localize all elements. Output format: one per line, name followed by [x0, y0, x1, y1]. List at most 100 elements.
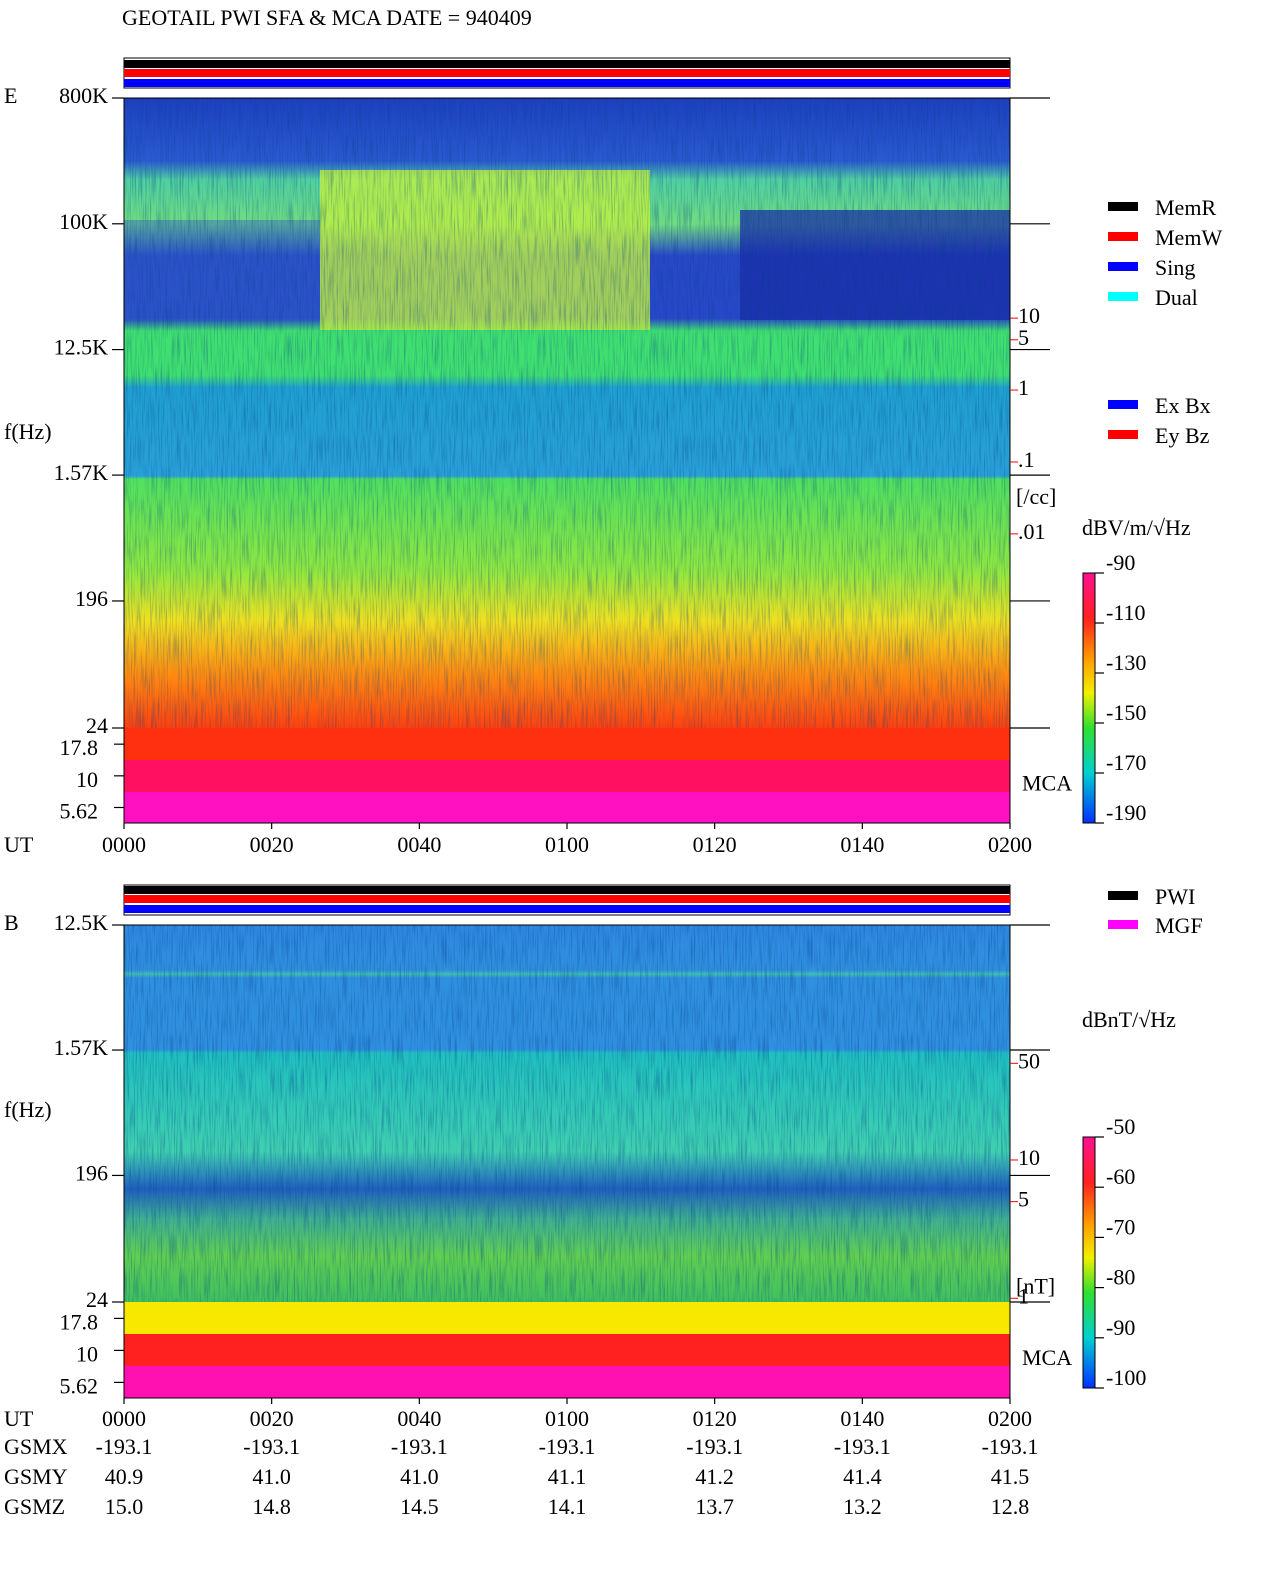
legend-swatch: [1108, 430, 1138, 439]
colorbar-label: dBnT/√Hz: [1082, 1007, 1176, 1032]
y2-axis-label: [nT]: [1016, 1273, 1055, 1298]
x-tick-label: 0200: [988, 832, 1032, 857]
colorbar-tick-label: -190: [1106, 800, 1146, 825]
colorbar: [1082, 1136, 1096, 1389]
panel-label: B: [4, 910, 19, 935]
orbit-value: 14.1: [548, 1494, 587, 1519]
x-tick-label: 0140: [840, 1406, 884, 1431]
legend-label: MemR: [1155, 195, 1216, 220]
orbit-value: 41.1: [548, 1464, 587, 1489]
panel-label: E: [4, 83, 17, 108]
x-tick-label: 0100: [545, 832, 589, 857]
orbit-value: -193.1: [834, 1434, 891, 1459]
legend-swatch: [1108, 920, 1138, 929]
mca-label: MCA: [1022, 771, 1072, 796]
orbit-row-label: GSMY: [4, 1464, 68, 1489]
y-tick-label: 1.57K: [54, 460, 109, 485]
legend-swatch: [1108, 400, 1138, 409]
x-axis-label: UT: [4, 1406, 34, 1431]
x-tick-label: 0120: [693, 832, 737, 857]
status-bars: [123, 57, 1011, 916]
legend-label: Sing: [1155, 255, 1195, 280]
orbit-value: 14.8: [252, 1494, 291, 1519]
orbit-value: -193.1: [686, 1434, 743, 1459]
y2-tick-label: 50: [1018, 1048, 1040, 1073]
y-tick-label: 12.5K: [54, 335, 109, 360]
orbit-row-label: GSMX: [4, 1434, 68, 1459]
y-axis-label: f(Hz): [4, 419, 52, 444]
orbit-value: 13.7: [695, 1494, 734, 1519]
colorbar-tick-label: -170: [1106, 750, 1146, 775]
y-tick-label: 800K: [59, 83, 108, 108]
orbit-value: -193.1: [391, 1434, 448, 1459]
y-tick-label: 1.57K: [54, 1035, 109, 1060]
legend-swatch: [1108, 262, 1138, 271]
y2-tick-label: 1: [1018, 1283, 1029, 1308]
spectrogram-b: [124, 925, 1010, 1398]
mca-tick-label: 5.62: [60, 799, 99, 824]
orbit-value: 13.2: [843, 1494, 882, 1519]
colorbar-tick-label: -60: [1106, 1164, 1135, 1189]
x-tick-label: 0040: [397, 1406, 441, 1431]
x-tick-label: 0020: [250, 1406, 294, 1431]
orbit-value: 40.9: [105, 1464, 144, 1489]
orbit-value: -193.1: [539, 1434, 596, 1459]
legend-swatch: [1108, 891, 1138, 900]
colorbar-tick-label: -50: [1106, 1114, 1135, 1139]
y-tick-label: 196: [75, 586, 108, 611]
colorbar-tick-label: -110: [1106, 600, 1146, 625]
colorbar-tick-label: -70: [1106, 1214, 1135, 1239]
mca-tick-label: 17.8: [60, 735, 99, 760]
y2-tick-label: .01: [1018, 519, 1046, 544]
orbit-value: 14.5: [400, 1494, 439, 1519]
mca-label: MCA: [1022, 1345, 1072, 1370]
legend-swatch: [1108, 232, 1138, 241]
y-axis-label: f(Hz): [4, 1097, 52, 1122]
y2-tick-label: 1: [1018, 375, 1029, 400]
x-tick-label: 0100: [545, 1406, 589, 1431]
orbit-value: 12.8: [991, 1494, 1030, 1519]
colorbar-tick-label: -90: [1106, 550, 1135, 575]
colorbar-tick-label: -90: [1106, 1315, 1135, 1340]
orbit-value: 41.2: [695, 1464, 734, 1489]
y-tick-label: 196: [75, 1160, 108, 1185]
mca-tick-label: 10: [76, 767, 98, 792]
legend-label: MGF: [1155, 913, 1203, 938]
legend-label: Ey Bz: [1155, 423, 1210, 448]
y2-tick-label: .1: [1018, 447, 1035, 472]
legend-label: Dual: [1155, 285, 1198, 310]
spectrogram-e: [124, 98, 1010, 823]
colorbar-tick-label: -100: [1106, 1365, 1146, 1390]
orbit-value: -193.1: [982, 1434, 1039, 1459]
colorbar-tick-label: -130: [1106, 650, 1146, 675]
orbit-value: 41.4: [843, 1464, 882, 1489]
orbit-value: -193.1: [96, 1434, 153, 1459]
mca-tick-label: 10: [76, 1341, 98, 1366]
orbit-value: 15.0: [105, 1494, 144, 1519]
y2-tick-label: 10: [1018, 303, 1040, 328]
x-tick-label: 0020: [250, 832, 294, 857]
legend-swatch: [1108, 202, 1138, 211]
x-tick-label: 0200: [988, 1406, 1032, 1431]
x-tick-label: 0040: [397, 832, 441, 857]
y2-axis-label: [/cc]: [1016, 484, 1056, 509]
x-tick-label: 0000: [102, 832, 146, 857]
y-tick-label: 12.5K: [54, 910, 109, 935]
x-tick-label: 0000: [102, 1406, 146, 1431]
orbit-value: 41.5: [991, 1464, 1030, 1489]
mca-tick-label: 5.62: [60, 1373, 99, 1398]
legend-label: Ex Bx: [1155, 393, 1211, 418]
legend-label: MemW: [1155, 225, 1222, 250]
x-tick-label: 0120: [693, 1406, 737, 1431]
y-tick-label: 100K: [59, 209, 108, 234]
orbit-value: -193.1: [243, 1434, 300, 1459]
colorbar-label: dBV/m/√Hz: [1082, 515, 1191, 540]
title: GEOTAIL PWI SFA & MCA DATE = 940409: [122, 5, 532, 30]
mca-tick-label: 17.8: [60, 1309, 99, 1334]
y2-tick-label: 5: [1018, 325, 1029, 350]
orbit-value: 41.0: [252, 1464, 291, 1489]
y2-tick-label: 5: [1018, 1187, 1029, 1212]
y-tick-label: 24: [86, 1287, 108, 1312]
